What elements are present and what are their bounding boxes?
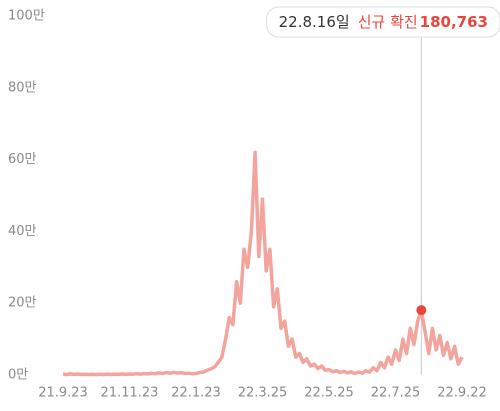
tooltip-text: 22.8.16일 신규 확진 180,763 [279, 13, 488, 31]
x-tick-label: 21.9.23 [38, 386, 88, 401]
tooltip-box [266, 6, 500, 38]
tooltip-date: 22.8.16일 [279, 13, 350, 31]
y-tick-label: 100만 [8, 9, 45, 24]
tooltip: 22.8.16일 신규 확진 180,763 [266, 6, 500, 38]
series-line [62, 150, 464, 377]
tooltip-value: 180,763 [420, 13, 488, 31]
x-tick-label: 22.9.22 [437, 386, 487, 401]
highlight-point [416, 305, 427, 316]
x-tick-label: 22.7.25 [371, 386, 421, 401]
x-tick-label: 22.5.25 [304, 386, 354, 401]
y-tick-label: 20만 [8, 296, 37, 311]
y-tick-label: 0만 [8, 368, 28, 383]
x-tick-label: 22.3.25 [238, 386, 288, 401]
x-tick-label: 21.11.23 [101, 386, 159, 401]
y-tick-label: 60만 [8, 152, 37, 167]
x-tick-label: 22.1.23 [171, 386, 221, 401]
y-tick-label: 40만 [8, 224, 37, 239]
tooltip-label: 신규 확진 [358, 13, 418, 31]
y-tick-label: 80만 [8, 80, 37, 95]
